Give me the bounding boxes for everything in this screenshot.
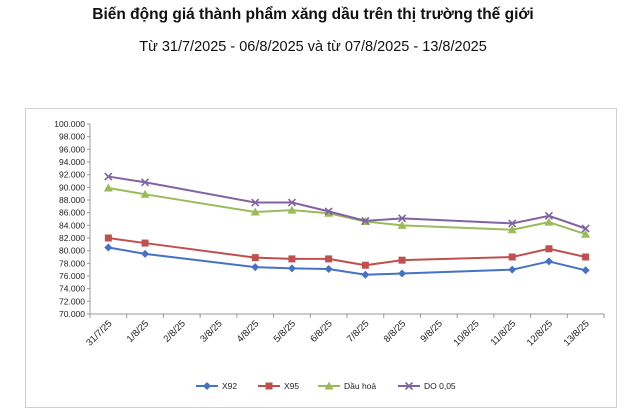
data-point-series-0 [251,263,260,272]
y-tick-label: 94.000 [59,157,85,167]
y-tick-label: 90.000 [59,182,85,192]
data-point-series-1 [325,255,333,263]
series-line-1 [108,237,586,267]
data-point-series-1 [545,245,553,253]
data-point-series-2 [507,225,517,234]
data-point-series-1 [582,253,590,261]
x-tick-label: 11/8/25 [489,318,519,348]
data-point-series-0 [324,265,333,274]
y-tick-label: 70.000 [59,309,85,319]
data-point-series-2 [397,220,407,229]
data-point-series-3 [581,224,590,233]
data-point-series-2 [287,205,297,214]
data-point-series-3 [141,178,150,187]
x-tick-label: 7/8/25 [345,318,371,344]
data-point-series-1 [508,253,516,261]
x-tick-label: 9/8/25 [418,318,444,344]
series-line-3 [108,175,586,230]
legend-label-3: DO 0,05 [424,381,456,391]
data-point-series-0 [398,269,407,278]
x-tick-label: 13/8/25 [562,318,592,348]
data-point-series-1 [398,256,406,264]
x-tick-label: 10/8/25 [451,318,481,348]
data-point-series-3 [251,198,260,207]
data-point-series-2 [250,207,260,216]
y-tick-label: 80.000 [59,246,85,256]
data-point-series-0 [544,257,553,266]
data-point-series-3 [287,198,296,207]
legend-label-2: Dầu hoả [344,381,376,391]
y-tick-label: 96.000 [59,144,85,154]
data-point-series-3 [508,219,517,228]
data-point-series-0 [361,270,370,279]
x-tick-label: 2/8/25 [161,318,187,344]
y-tick-label: 74.000 [59,284,85,294]
data-point-series-1 [361,261,369,269]
data-point-series-1 [104,234,112,242]
chart-title: Biến động giá thành phẩm xăng dầu trên t… [92,6,534,23]
y-tick-label: 78.000 [59,258,85,268]
x-tick-label: 8/8/25 [382,318,408,344]
data-point-series-1 [251,254,259,262]
legend-marker-3 [404,381,414,391]
series-line-2 [108,186,586,236]
y-tick-label: 88.000 [59,195,85,205]
y-tick-label: 72.000 [59,296,85,306]
data-point-series-1 [141,239,149,247]
data-point-series-2 [324,208,334,217]
data-point-series-2 [103,183,113,192]
data-point-series-0 [104,243,113,252]
data-point-series-3 [361,216,370,225]
legend-marker-1 [265,382,273,390]
data-point-series-3 [544,211,553,220]
x-tick-label: 5/8/25 [272,318,298,344]
line-chart: 70.000 72.000 74.000 76.000 78.000 80.000 82.0… [54,119,605,391]
x-tick-label: 3/8/25 [198,318,224,344]
data-point-series-1 [288,255,296,263]
data-point-series-2 [140,189,150,198]
series-line-0 [108,246,586,276]
data-point-series-2 [544,217,554,226]
data-point-series-3 [324,207,333,216]
y-tick-label: 98.000 [59,132,85,142]
y-tick-label: 84.000 [59,220,85,230]
x-tick-label: 12/8/25 [525,318,555,348]
y-tick-label: 76.000 [59,271,85,281]
y-tick-label: 100.000 [54,119,85,129]
chart-container: 70.000 72.000 74.000 76.000 78.000 80.000 82.0… [25,108,617,408]
y-tick-label: 86.000 [59,208,85,218]
legend-label-1: X95 [284,381,299,391]
data-point-series-0 [287,264,296,273]
x-tick-label: 1/8/25 [125,318,151,344]
x-tick-label: 6/8/25 [308,318,334,344]
data-point-series-3 [398,214,407,223]
data-point-series-2 [581,229,591,238]
y-tick-label: 92.000 [59,170,85,180]
legend-label-0: X92 [222,381,237,391]
data-point-series-3 [104,172,113,181]
y-tick-label: 82.000 [59,233,85,243]
data-point-series-0 [581,266,590,275]
data-point-series-0 [508,265,517,274]
legend-marker-0 [203,382,211,390]
x-tick-label: 4/8/25 [235,318,261,344]
data-point-series-0 [141,249,150,258]
chart-subtitle: Từ 31/7/2025 - 06/8/2025 và từ 07/8/2025… [139,39,487,55]
x-tick-label: 31/7/25 [84,318,114,348]
legend-marker-2 [324,381,334,390]
